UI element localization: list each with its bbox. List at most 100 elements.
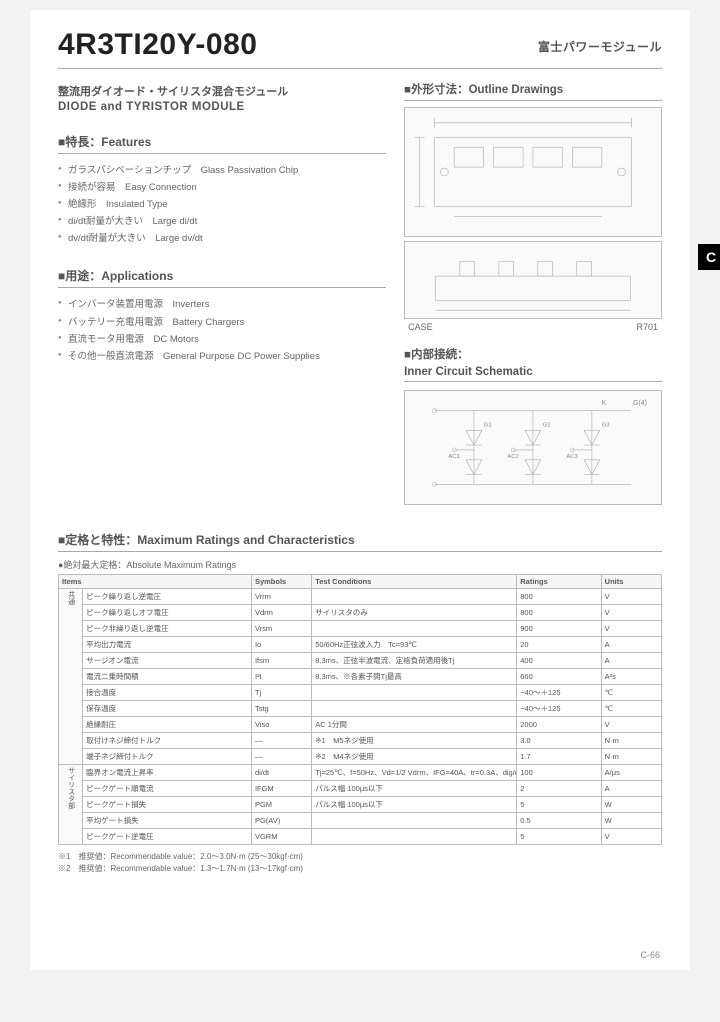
cell-rating: 3.0	[517, 733, 601, 749]
col-symbols: Symbols	[251, 575, 311, 589]
brand-label: 富士パワーモジュール	[538, 38, 662, 55]
title-en: DIODE and TYRISTOR MODULE	[58, 101, 386, 113]
col-ratings: Ratings	[517, 575, 601, 589]
cell-item: ピーク非繰り返し逆電圧	[83, 621, 252, 637]
features-list: ガラスパシベーションチップ Glass Passivation Chip 接続が…	[58, 162, 386, 247]
svg-text:AC3: AC3	[566, 454, 578, 460]
cell-symbol: —	[251, 733, 311, 749]
cell-rating: 900	[517, 621, 601, 637]
cell-item: ピークゲート順電流	[83, 781, 252, 797]
svg-text:AC1: AC1	[449, 454, 460, 460]
table-row: 電流二乗時間積I²t8.3ms、※各素子間Tj最高660A²s	[59, 669, 662, 685]
cell-unit: V	[601, 829, 661, 845]
schematic-heading-en: Inner Circuit Schematic	[404, 366, 662, 382]
svg-text:G2: G2	[543, 422, 551, 428]
cell-unit: N·m	[601, 733, 661, 749]
cell-unit: W	[601, 797, 661, 813]
cell-item: 端子ネジ締付トルク	[83, 749, 252, 765]
cell-rating: −40〜＋125	[517, 685, 601, 701]
cell-condition: ※2 M4ネジ使用	[312, 749, 517, 765]
cell-unit: A	[601, 653, 661, 669]
cell-symbol: Io	[251, 637, 311, 653]
case-label-left: CASE	[408, 322, 433, 332]
cell-condition	[312, 621, 517, 637]
cell-rating: 5	[517, 797, 601, 813]
cell-item: サージオン電流	[83, 653, 252, 669]
cell-condition: パルス幅 100μs以下	[312, 781, 517, 797]
case-label: CASE R701	[404, 322, 662, 332]
table-row: 共通ピーク繰り返し逆電圧Vrrm800V	[59, 589, 662, 605]
left-column: 整流用ダイオード・サイリスタ混合モジュール DIODE and TYRISTOR…	[58, 79, 386, 505]
application-item: その他一般直流電源 General Purpose DC Power Suppl…	[58, 348, 386, 365]
cell-unit: A	[601, 637, 661, 653]
cell-unit: V	[601, 621, 661, 637]
cell-rating: 2	[517, 781, 601, 797]
table-row: サイリスタ部臨界オン電流上昇率di/dtTj=25℃、f=50Hz、Vd=1/2…	[59, 765, 662, 781]
feature-item: di/dt耐量が大きい Large di/dt	[58, 213, 386, 230]
cell-rating: 20	[517, 637, 601, 653]
outline-heading: ■外形寸法：Outline Drawings	[404, 81, 662, 101]
cell-item: 平均ゲート損失	[83, 813, 252, 829]
note-line: ※2 推奨値：Recommendable value：1.3〜1.7N·m (1…	[58, 863, 662, 875]
cell-rating: 2000	[517, 717, 601, 733]
cell-symbol: Tj	[251, 685, 311, 701]
cell-rating: 400	[517, 653, 601, 669]
cell-condition: ※1 M5ネジ使用	[312, 733, 517, 749]
right-column: ■外形寸法：Outline Drawings	[404, 79, 662, 505]
table-row: ピーク非繰り返し逆電圧Vrsm 900V	[59, 621, 662, 637]
col-units: Units	[601, 575, 661, 589]
table-header-row: Items Symbols Test Conditions Ratings Un…	[59, 575, 662, 589]
cell-symbol: VGRM	[251, 829, 311, 845]
schematic-heading-jp: ■内部接続：	[404, 346, 662, 362]
cell-item: ピーク繰り返し逆電圧	[83, 589, 252, 605]
cell-item: 臨界オン電流上昇率	[83, 765, 252, 781]
outline-drawing-top	[404, 107, 662, 237]
cell-unit: A	[601, 781, 661, 797]
applications-heading: ■用途：Applications	[58, 267, 386, 288]
cell-item: 絶縁耐圧	[83, 717, 252, 733]
cell-rating: 800	[517, 589, 601, 605]
cell-item: 平均出力電流	[83, 637, 252, 653]
row-group: 共通	[59, 589, 83, 765]
col-conditions: Test Conditions	[312, 575, 517, 589]
page-number: C-66	[640, 950, 660, 960]
cell-symbol: di/dt	[251, 765, 311, 781]
features-heading: ■特長：Features	[58, 133, 386, 154]
cell-rating: 100	[517, 765, 601, 781]
table-row: サージオン電流Ifsm8.3ms、正弦半波電流、定格負荷適用後Tj400A	[59, 653, 662, 669]
case-label-right: R701	[636, 322, 658, 332]
feature-item: dv/dt耐量が大きい Large dv/dt	[58, 230, 386, 247]
table-row: 接合温度Tj−40〜＋125℃	[59, 685, 662, 701]
title-jp: 整流用ダイオード・サイリスタ混合モジュール	[58, 83, 386, 99]
table-row: 平均ゲート損失PG(AV)0.5W	[59, 813, 662, 829]
table-row: ピークゲート順電流IFGMパルス幅 100μs以下2A	[59, 781, 662, 797]
table-row: 端子ネジ締付トルク—※2 M4ネジ使用1.7N·m	[59, 749, 662, 765]
table-notes: ※1 推奨値：Recommendable value：2.0〜3.0N·m (2…	[58, 851, 662, 875]
cell-symbol: Vrrm	[251, 589, 311, 605]
ratings-table: Items Symbols Test Conditions Ratings Un…	[58, 574, 662, 845]
ratings-heading: ■定格と特性：Maximum Ratings and Characteristi…	[58, 531, 662, 552]
cell-rating: 5	[517, 829, 601, 845]
table-row: ピークゲート損失PGMパルス幅 100μs以下5W	[59, 797, 662, 813]
cell-rating: 660	[517, 669, 601, 685]
cell-symbol: Vdrm	[251, 605, 311, 621]
cell-item: 保存温度	[83, 701, 252, 717]
cell-rating: 800	[517, 605, 601, 621]
cell-condition: 8.3ms、正弦半波電流、定格負荷適用後Tj	[312, 653, 517, 669]
cell-unit: A²s	[601, 669, 661, 685]
note-line: ※1 推奨値：Recommendable value：2.0〜3.0N·m (2…	[58, 851, 662, 863]
cell-symbol: Tstg	[251, 701, 311, 717]
cell-item: 電流二乗時間積	[83, 669, 252, 685]
cell-symbol: I²t	[251, 669, 311, 685]
cell-rating: 0.5	[517, 813, 601, 829]
cell-symbol: Ifsm	[251, 653, 311, 669]
cell-symbol: Vrsm	[251, 621, 311, 637]
cell-unit: ℃	[601, 701, 661, 717]
application-item: 直流モータ用電源 DC Motors	[58, 331, 386, 348]
cell-condition	[312, 589, 517, 605]
svg-text:G3: G3	[602, 422, 611, 428]
cell-symbol: Viso	[251, 717, 311, 733]
cell-condition	[312, 701, 517, 717]
table-row: ピーク繰り返しオフ電圧Vdrmサイリスタのみ800V	[59, 605, 662, 621]
svg-text:AC2: AC2	[508, 454, 519, 460]
